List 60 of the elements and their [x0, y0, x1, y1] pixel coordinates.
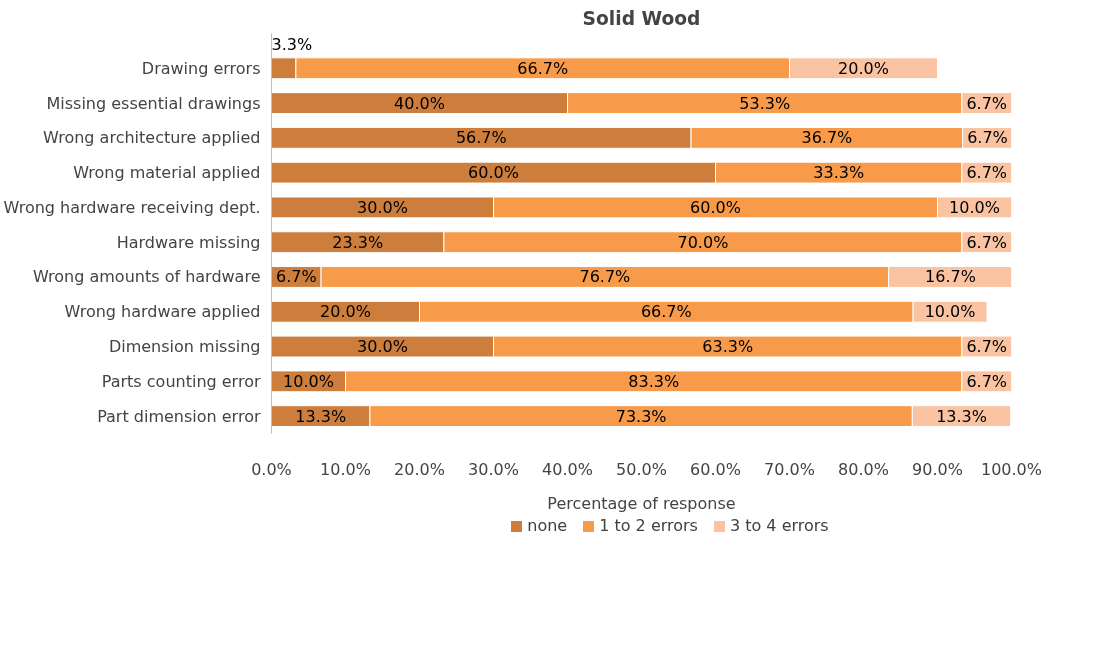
x-tick-label: 100.0%: [981, 459, 1043, 479]
data-label: 83.3%: [628, 371, 680, 391]
x-tick-label: 50.0%: [616, 459, 667, 479]
data-label: 13.3%: [936, 406, 987, 426]
x-tick-label: 30.0%: [468, 459, 519, 479]
data-label: 20.0%: [320, 302, 371, 322]
data-label: 36.7%: [801, 128, 853, 148]
y-tick-label: Wrong hardware applied: [64, 302, 261, 322]
data-label: 63.3%: [702, 337, 754, 357]
data-label: 23.3%: [332, 232, 384, 252]
data-label: 60.0%: [468, 163, 519, 183]
x-tick-label: 80.0%: [838, 459, 889, 479]
data-label: 70.0%: [677, 232, 729, 252]
data-label: 10.0%: [924, 302, 976, 322]
y-tick-label: Missing essential drawings: [46, 93, 261, 113]
x-tick-label: 20.0%: [394, 459, 445, 479]
x-tick-label: 60.0%: [690, 459, 741, 479]
y-tick-label: Hardware missing: [116, 232, 261, 252]
x-tick-label: 0.0%: [251, 459, 292, 479]
y-tick-label: Wrong material applied: [73, 163, 261, 183]
x-axis-title: Percentage of response: [547, 493, 736, 513]
legend-label: 1 to 2 errors: [598, 515, 698, 537]
data-label: 30.0%: [357, 197, 408, 217]
data-label: 66.7%: [517, 58, 569, 78]
data-label: 3.3%: [271, 35, 313, 55]
y-tick-label: Wrong hardware receiving dept.: [3, 197, 261, 217]
y-tick-label: Wrong architecture applied: [43, 128, 261, 148]
data-label: 16.7%: [925, 267, 976, 287]
data-label: 6.7%: [275, 267, 317, 287]
data-label: 6.7%: [967, 128, 1008, 148]
y-tick-label: Parts counting error: [101, 371, 261, 391]
x-tick-label: 40.0%: [542, 459, 593, 479]
data-label: 6.7%: [966, 163, 1008, 183]
data-label: 6.7%: [966, 371, 1008, 391]
legend-label: 3 to 4 errors: [728, 515, 829, 537]
y-tick-label: Dimension missing: [108, 337, 261, 357]
legend-label: none: [526, 515, 568, 537]
y-tick-label: Drawing errors: [141, 58, 261, 78]
y-tick-label: Wrong amounts of hardware: [32, 267, 261, 287]
data-label: 33.3%: [813, 163, 865, 183]
data-label: 76.7%: [579, 267, 631, 287]
data-label: 10.0%: [283, 371, 334, 391]
data-label: 60.0%: [690, 197, 741, 217]
data-label: 10.0%: [949, 197, 1000, 217]
data-label: 53.3%: [739, 93, 791, 113]
data-label: 6.7%: [966, 232, 1008, 252]
data-label: 66.7%: [640, 302, 692, 322]
data-label: 40.0%: [394, 93, 445, 113]
data-label: 56.7%: [455, 128, 507, 148]
data-label: 30.0%: [357, 337, 408, 357]
x-tick-label: 10.0%: [320, 459, 371, 479]
data-label: 13.3%: [295, 406, 347, 426]
data-label: 6.7%: [966, 93, 1008, 113]
chart-title: Solid Wood: [582, 7, 701, 29]
x-tick-label: 70.0%: [764, 459, 815, 479]
x-tick-label: 90.0%: [912, 459, 963, 479]
data-label: 73.3%: [615, 406, 667, 426]
data-label: 6.7%: [966, 337, 1008, 357]
y-tick-label: Part dimension error: [97, 406, 261, 426]
data-label: 20.0%: [838, 58, 889, 78]
